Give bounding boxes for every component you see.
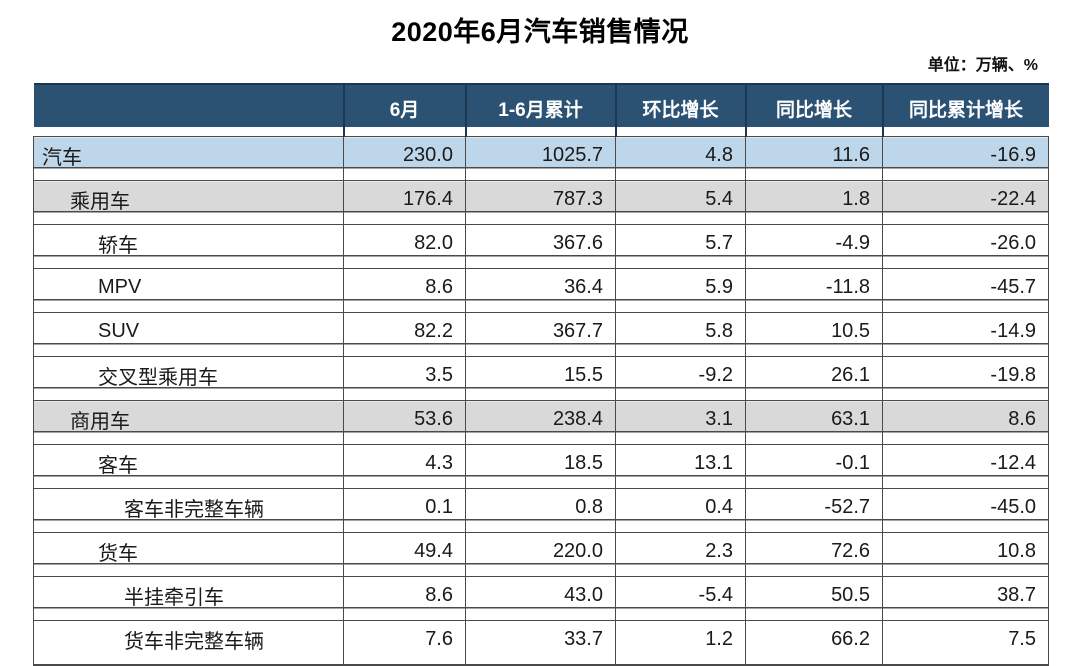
cell-value: 38.7: [882, 576, 1049, 621]
cell-value: 5.7: [615, 224, 746, 269]
column-header: 同比增长: [744, 83, 883, 137]
cell-value: 82.0: [343, 224, 466, 269]
row-label: 半挂牵引车: [33, 576, 344, 621]
row-label: 客车: [33, 444, 344, 489]
cell-value: 4.3: [343, 444, 466, 489]
cell-value: 4.8: [615, 136, 746, 181]
cell-value: -4.9: [745, 224, 883, 269]
cell-value: 1.8: [745, 180, 883, 225]
cell-value: 36.4: [465, 268, 616, 313]
cell-value: -0.1: [745, 444, 883, 489]
table-row: 客车 4.3 18.5 13.1 -0.1 -12.4: [33, 444, 1049, 489]
row-label: 商用车: [33, 400, 344, 445]
unit-note: 单位：万辆、%: [927, 57, 1038, 74]
table-row: 交叉型乘用车 3.5 15.5 -9.2 26.1 -19.8: [33, 356, 1049, 401]
cell-value: -52.7: [745, 488, 883, 533]
row-label: 货车: [33, 532, 344, 577]
table-header-row: 6月 1-6月累计 环比增长 同比增长 同比累计增长: [33, 83, 1049, 137]
table-row: MPV 8.6 36.4 5.9 -11.8 -45.7: [33, 268, 1049, 313]
cell-value: 0.1: [343, 488, 466, 533]
cell-value: 8.6: [343, 268, 466, 313]
cell-value: 230.0: [343, 136, 466, 181]
cell-value: 0.4: [615, 488, 746, 533]
cell-value: 10.8: [882, 532, 1049, 577]
row-label: 汽车: [33, 136, 344, 181]
column-header: 环比增长: [614, 83, 746, 137]
cell-value: 72.6: [745, 532, 883, 577]
cell-value: 5.9: [615, 268, 746, 313]
cell-value: 10.5: [745, 312, 883, 357]
cell-value: 367.7: [465, 312, 616, 357]
cell-value: -11.8: [745, 268, 883, 313]
cell-value: 50.5: [745, 576, 883, 621]
cell-value: 0.8: [465, 488, 616, 533]
table-row: 货车 49.4 220.0 2.3 72.6 10.8: [33, 532, 1049, 577]
cell-value: 49.4: [343, 532, 466, 577]
table-row: 汽车 230.0 1025.7 4.8 11.6 -16.9: [33, 136, 1049, 181]
cell-value: 18.5: [465, 444, 616, 489]
cell-value: 7.6: [343, 620, 466, 666]
column-header: 同比累计增长: [881, 83, 1049, 137]
cell-value: 1.2: [615, 620, 746, 666]
row-label: 交叉型乘用车: [33, 356, 344, 401]
cell-value: 5.8: [615, 312, 746, 357]
table-row: 半挂牵引车 8.6 43.0 -5.4 50.5 38.7: [33, 576, 1049, 621]
cell-value: -12.4: [882, 444, 1049, 489]
row-label: 轿车: [33, 224, 344, 269]
cell-value: 13.1: [615, 444, 746, 489]
cell-value: 238.4: [465, 400, 616, 445]
cell-value: 26.1: [745, 356, 883, 401]
cell-value: 7.5: [882, 620, 1049, 666]
cell-value: 176.4: [343, 180, 466, 225]
cell-value: 5.4: [615, 180, 746, 225]
cell-value: 367.6: [465, 224, 616, 269]
cell-value: -19.8: [882, 356, 1049, 401]
cell-value: -22.4: [882, 180, 1049, 225]
row-label: 货车非完整车辆: [33, 620, 344, 666]
cell-value: 787.3: [465, 180, 616, 225]
page: 2020年6月汽车销售情况 单位：万辆、% 6月 1-6月累计 环比增长 同比增长 同比…: [0, 10, 1080, 666]
cell-value: -26.0: [882, 224, 1049, 269]
cell-value: 53.6: [343, 400, 466, 445]
cell-value: 8.6: [343, 576, 466, 621]
cell-value: 8.6: [882, 400, 1049, 445]
cell-value: 33.7: [465, 620, 616, 666]
cell-value: 43.0: [465, 576, 616, 621]
auto-sales-table: 6月 1-6月累计 环比增长 同比增长 同比累计增长 汽车 230.0 1025.7 4.8 1…: [33, 83, 1049, 666]
cell-value: 1025.7: [465, 136, 616, 181]
row-label: 客车非完整车辆: [33, 488, 344, 533]
cell-value: -14.9: [882, 312, 1049, 357]
table-row: SUV 82.2 367.7 5.8 10.5 -14.9: [33, 312, 1049, 357]
row-label: MPV: [33, 268, 344, 313]
cell-value: -5.4: [615, 576, 746, 621]
cell-value: 11.6: [745, 136, 883, 181]
table-row: 商用车 53.6 238.4 3.1 63.1 8.6: [33, 400, 1049, 445]
cell-value: 3.1: [615, 400, 746, 445]
column-header: 6月: [342, 83, 466, 137]
cell-value: -45.7: [882, 268, 1049, 313]
row-label-column-header: [33, 83, 344, 137]
cell-value: -45.0: [882, 488, 1049, 533]
column-header: 1-6月累计: [464, 83, 616, 137]
table-row: 乘用车 176.4 787.3 5.4 1.8 -22.4: [33, 180, 1049, 225]
table-row: 轿车 82.0 367.6 5.7 -4.9 -26.0: [33, 224, 1049, 269]
cell-value: -16.9: [882, 136, 1049, 181]
row-label: SUV: [33, 312, 344, 357]
page-title: 2020年6月汽车销售情况: [391, 17, 689, 47]
cell-value: 66.2: [745, 620, 883, 666]
cell-value: 82.2: [343, 312, 466, 357]
cell-value: 3.5: [343, 356, 466, 401]
row-label: 乘用车: [33, 180, 344, 225]
table-row: 客车非完整车辆 0.1 0.8 0.4 -52.7 -45.0: [33, 488, 1049, 533]
table-row: 货车非完整车辆 7.6 33.7 1.2 66.2 7.5: [33, 620, 1049, 666]
cell-value: 220.0: [465, 532, 616, 577]
cell-value: 63.1: [745, 400, 883, 445]
cell-value: 2.3: [615, 532, 746, 577]
cell-value: 15.5: [465, 356, 616, 401]
cell-value: -9.2: [615, 356, 746, 401]
